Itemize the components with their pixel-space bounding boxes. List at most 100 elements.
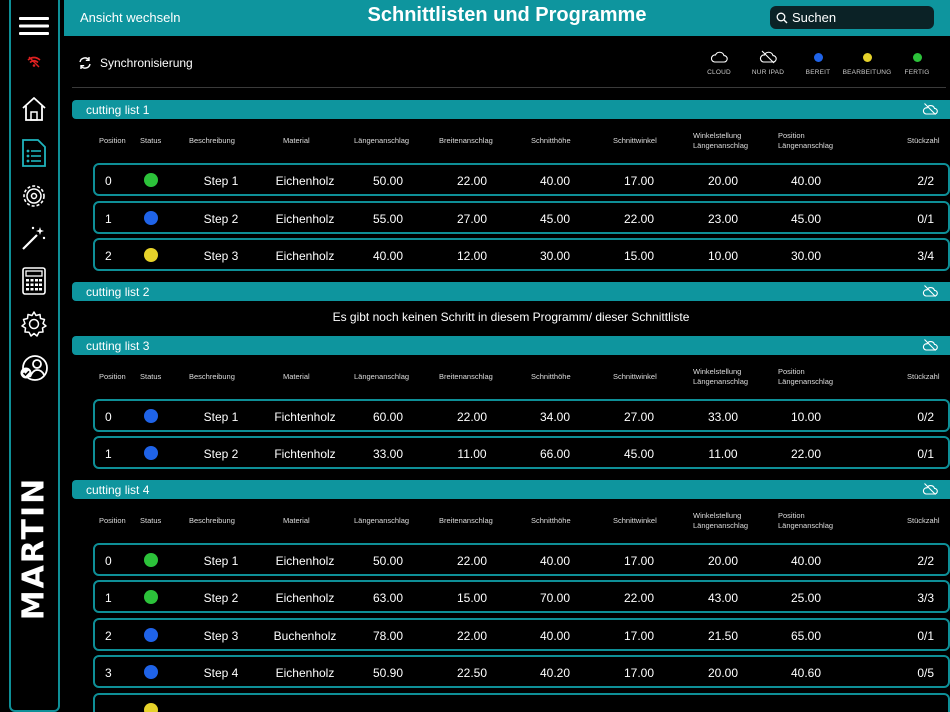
status-dot [144, 408, 158, 423]
cloud-off-icon[interactable] [922, 338, 938, 357]
cloud-off-icon[interactable] [922, 482, 938, 501]
search-box[interactable] [770, 6, 934, 29]
cloud-icon [710, 51, 728, 63]
position-length-stop-cell: 40.60 [790, 666, 822, 680]
quantity-cell: 2/2 [917, 553, 934, 568]
length-stop-cell: 50.90 [372, 666, 404, 680]
table-row[interactable]: 2 Step 3 Buchenholz 78.00 22.00 40.00 17.00 21.… [93, 617, 950, 651]
angle-length-stop-cell: 20.00 [707, 666, 739, 680]
table-row[interactable]: 1 Step 2 Eichenholz 55.00 27.00 45.00 22.00 23.… [93, 200, 950, 234]
position-cell: 1 [105, 591, 112, 605]
user-check-icon[interactable] [14, 350, 54, 386]
list-header[interactable]: cutting list 3 [72, 335, 950, 357]
column-header-position: Position [99, 371, 126, 381]
position-length-stop-cell: 25.00 [790, 591, 822, 605]
column-header-material: Material [283, 136, 310, 145]
position-cell: 0 [105, 174, 112, 188]
calculator-icon[interactable] [14, 263, 54, 299]
position-length-stop-cell: 45.00 [790, 211, 822, 226]
width-stop-cell: 22.00 [456, 409, 488, 424]
brand-logo: MARTIN [14, 476, 54, 620]
width-stop-cell: 27.00 [456, 211, 488, 226]
column-header-line: Längenanschlag [693, 376, 749, 386]
home-icon[interactable] [14, 91, 54, 127]
length-stop-cell: 40.00 [372, 249, 404, 263]
switch-view-button[interactable]: Ansicht wechseln [80, 10, 181, 25]
table-row[interactable]: 0 Step 1 Fichtenholz 60.00 22.00 34.00 27.00 33… [93, 398, 950, 432]
list-header[interactable]: cutting list 1 [72, 100, 950, 119]
saw-blade-icon[interactable] [14, 178, 54, 214]
quantity-cell: 0/1 [917, 628, 934, 643]
table-row[interactable]: 3 Step 4 Eichenholz 50.90 22.50 40.20 17.00 20.… [93, 655, 950, 688]
cut-height-cell: 40.20 [539, 666, 571, 680]
status-dot [144, 702, 158, 712]
column-header-stueckzahl: Stückzahl [907, 371, 940, 381]
cut-height-cell: 66.00 [539, 447, 571, 461]
cut-angle-cell: 15.00 [623, 249, 655, 263]
length-stop-cell: 33.00 [372, 447, 404, 461]
material-cell: Eichenholz [275, 553, 335, 568]
position-cell: 3 [105, 666, 112, 680]
column-header-beschreibung: Beschreibung [189, 515, 235, 525]
cut-height-cell: 70.00 [539, 591, 571, 605]
table-row[interactable]: 2 Step 3 Eichenholz 40.00 12.00 30.00 15.00 10.… [93, 238, 950, 271]
cloud-off-icon[interactable] [922, 284, 938, 303]
empty-message: Es gibt noch keinen Schritt in diesem Pr… [332, 309, 690, 324]
table-row[interactable] [93, 692, 950, 712]
description-cell: Step 2 [203, 211, 239, 226]
column-header-winkel: Winkelstellung Längenanschlag [693, 511, 748, 531]
material-cell: Eichenholz [275, 249, 335, 263]
legend-ready: BEREIT [788, 50, 848, 76]
cutting-list-icon[interactable] [14, 135, 54, 171]
column-header-line: Winkelstellung [693, 131, 742, 140]
quantity-cell: 3/3 [917, 591, 934, 605]
position-length-stop-cell: 40.00 [790, 174, 822, 188]
sync-button[interactable]: Synchronisierung [78, 56, 193, 70]
cut-angle-cell: 22.00 [623, 211, 655, 226]
cut-angle-cell: 17.00 [623, 628, 655, 643]
column-headers: Position Status Beschreibung Material Längen… [72, 119, 950, 163]
width-stop-cell: 22.00 [456, 553, 488, 568]
column-header-material: Material [283, 515, 310, 525]
status-dot [144, 627, 158, 642]
cut-angle-cell: 17.00 [623, 666, 655, 680]
position-cell: 1 [105, 211, 112, 226]
list-name: cutting list 2 [86, 284, 150, 299]
row-group: 0 Step 1 Fichtenholz 60.00 22.00 34.00 27.00 33… [72, 398, 950, 469]
list-header[interactable]: cutting list 4 [72, 479, 950, 501]
length-stop-cell: 78.00 [372, 628, 404, 643]
material-cell: Fichtenholz [274, 447, 336, 461]
search-input[interactable] [792, 10, 922, 25]
cut-angle-cell: 17.00 [623, 553, 655, 568]
column-header-laengenanschlag: Längenanschlag [354, 136, 410, 145]
length-stop-cell: 60.00 [372, 409, 404, 424]
legend-label: BEREIT [805, 69, 831, 76]
position-length-stop-cell: 65.00 [790, 628, 822, 643]
cutting-lists: cutting list 1 Position Status Beschreibun… [72, 100, 950, 712]
angle-length-stop-cell: 20.00 [707, 553, 739, 568]
position-cell: 0 [105, 409, 112, 424]
legend-done: FERTIG [887, 50, 947, 76]
table-row[interactable]: 1 Step 2 Eichenholz 63.00 15.00 70.00 22.00 43.… [93, 580, 950, 613]
column-header-winkel: Winkelstellung Längenanschlag [693, 367, 748, 387]
table-row[interactable]: 0 Step 1 Eichenholz 50.00 22.00 40.00 17.00 20.… [93, 542, 950, 576]
list-header[interactable]: cutting list 2 [72, 281, 950, 303]
table-row[interactable]: 1 Step 2 Fichtenholz 33.00 11.00 66.00 45.00 11… [93, 436, 950, 469]
cut-angle-cell: 27.00 [623, 409, 655, 424]
angle-length-stop-cell: 11.00 [708, 447, 738, 461]
status-dot [144, 590, 158, 604]
length-stop-cell: 50.00 [372, 174, 404, 188]
column-header-breitenanschlag: Breitenanschlag [439, 371, 493, 381]
legend-ipad-only: NUR IPAD [738, 50, 798, 76]
table-row[interactable]: 0 Step 1 Eichenholz 50.00 22.00 40.00 17.00 20.… [93, 163, 950, 196]
status-dot-processing [862, 52, 872, 62]
list-name: cutting list 3 [86, 338, 150, 353]
angle-length-stop-cell: 21.50 [707, 628, 739, 643]
width-stop-cell: 11.00 [457, 447, 487, 461]
cloud-off-icon[interactable] [922, 102, 938, 121]
column-header-line: Position [778, 366, 805, 376]
menu-icon[interactable] [14, 8, 54, 44]
settings-icon[interactable] [14, 306, 54, 342]
magic-wand-icon[interactable] [14, 220, 54, 256]
position-length-stop-cell: 40.00 [790, 553, 822, 568]
